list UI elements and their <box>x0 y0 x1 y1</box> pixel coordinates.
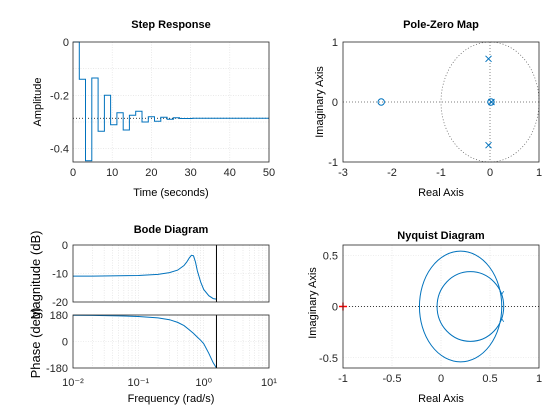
step-ytick-label: -0.4 <box>50 144 69 156</box>
nyquist-frame <box>342 244 540 369</box>
nyquist-arrow-lower <box>499 318 505 323</box>
step-xtick-label: 0 <box>70 167 76 179</box>
nyquist-ylabel: Imaginary Axis <box>307 267 319 339</box>
bode-magnitude-ytick-label: -10 <box>52 269 68 281</box>
step-response-line <box>73 41 269 162</box>
pz-pole-marker <box>485 55 492 63</box>
bode-magnitude-line <box>73 254 217 300</box>
bode-mag-ylabel: Magnitude (dB) <box>28 231 43 320</box>
pz-xtick-label: -1 <box>436 167 446 179</box>
step-xlabel: Time (seconds) <box>133 187 208 199</box>
pz-xtick-label: 0 <box>487 167 493 179</box>
pz-xtick-label: -2 <box>387 167 397 179</box>
bode-phase-ytick-label: 180 <box>50 310 68 322</box>
nyquist-xtick-label: -0.5 <box>383 373 402 385</box>
bode-magnitude-frame <box>72 244 270 303</box>
bode-xtick-label: 10⁻¹ <box>127 377 149 389</box>
step-xtick-label: 20 <box>145 167 157 179</box>
bode-axes: Bode Diagram Frequency (rad/s) Magnitude… <box>28 224 277 405</box>
step-xtick-label: 40 <box>224 167 236 179</box>
step-ytick-label: -0.2 <box>50 90 69 102</box>
pz-ylabel: Imaginary Axis <box>314 66 326 138</box>
bode-phase-ytick-label: 0 <box>62 337 68 349</box>
bode-phase-frame <box>72 314 270 369</box>
nyquist-outer-loop <box>418 250 503 363</box>
bode-xlabel: Frequency (rad/s) <box>128 393 215 405</box>
bode-phase-ylabel: Phase (deg) <box>28 308 43 379</box>
pz-ytick-label: 0 <box>332 97 338 109</box>
step-xtick-label: 30 <box>184 167 196 179</box>
pz-xtick-label: -3 <box>338 167 348 179</box>
step-ytick-label: 0 <box>63 37 69 49</box>
bode-phase-ytick-label: -180 <box>46 363 68 375</box>
nyquist-arrow-upper <box>499 290 505 295</box>
bode-xtick-label: 10⁻² <box>62 377 84 389</box>
nyquist-inner-loop <box>436 271 505 342</box>
bode-magnitude-ytick-label: -20 <box>52 297 68 309</box>
pz-zero-marker <box>377 98 385 106</box>
pz-ytick-label: 1 <box>332 37 338 49</box>
bode-phase-line <box>72 314 217 369</box>
pz-title: Pole-Zero Map <box>403 19 479 31</box>
step-xtick-label: 50 <box>263 167 275 179</box>
bode-magnitude-ytick-label: 0 <box>62 240 68 252</box>
step-ylabel: Amplitude <box>32 78 44 127</box>
pz-ytick-label: -1 <box>328 157 338 169</box>
step-xtick-label: 10 <box>106 167 118 179</box>
pz-xlabel: Real Axis <box>418 187 464 199</box>
pz-pole-marker <box>488 98 495 106</box>
bode-title: Bode Diagram <box>134 224 209 236</box>
nyquist-title: Nyquist Diagram <box>397 230 485 242</box>
nyquist-xtick-label: -1 <box>338 373 348 385</box>
nyquist-axes: Nyquist Diagram Real Axis Imaginary Axis… <box>307 230 542 405</box>
pz-xtick-label: 1 <box>536 167 542 179</box>
pz-pole-marker <box>485 141 492 149</box>
nyquist-ytick-label: 0 <box>332 302 338 314</box>
step-bg <box>73 42 269 162</box>
step-frame <box>72 41 270 163</box>
pz-zero-marker <box>487 98 495 106</box>
step-title: Step Response <box>131 19 210 31</box>
nyquist-xlabel: Real Axis <box>418 393 464 405</box>
nyquist-ytick-label: -0.5 <box>319 353 338 365</box>
nyquist-ytick-label: 0.5 <box>323 250 338 262</box>
nyquist-xtick-label: 0 <box>438 373 444 385</box>
nyquist-xtick-label: 1 <box>536 373 542 385</box>
bode-xtick-label: 10¹ <box>261 377 277 389</box>
bode-xtick-label: 10⁰ <box>195 377 212 389</box>
pole-zero-axes: Pole-Zero Map Real Axis Imaginary Axis -… <box>314 19 542 199</box>
step-response-axes: Step Response Time (seconds) Amplitude 0… <box>32 19 275 199</box>
nyquist-xtick-label: 0.5 <box>482 373 497 385</box>
pz-frame <box>342 41 540 163</box>
